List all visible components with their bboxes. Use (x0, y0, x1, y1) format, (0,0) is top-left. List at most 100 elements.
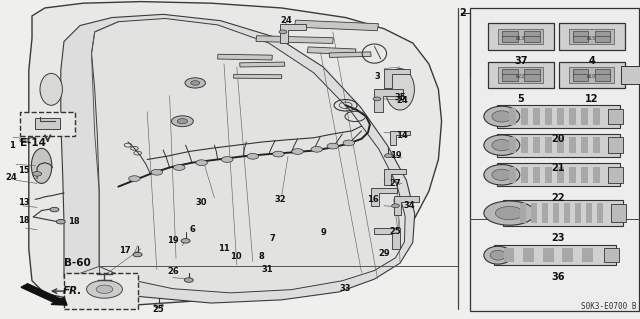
Circle shape (181, 239, 190, 243)
Circle shape (172, 116, 193, 127)
Bar (563, 248, 573, 263)
Text: E-14: E-14 (20, 138, 47, 148)
Text: 15: 15 (19, 166, 30, 175)
Bar (545, 108, 552, 125)
Bar (582, 248, 593, 263)
Text: 22: 22 (551, 193, 564, 203)
Text: 32: 32 (275, 195, 286, 204)
Text: 24: 24 (396, 96, 408, 105)
Bar (557, 137, 564, 153)
FancyBboxPatch shape (608, 137, 623, 153)
Text: 33: 33 (340, 284, 351, 293)
FancyBboxPatch shape (497, 105, 620, 128)
Circle shape (221, 157, 233, 162)
FancyBboxPatch shape (494, 245, 616, 265)
Text: 27: 27 (390, 179, 401, 188)
Text: ø13: ø13 (516, 36, 525, 41)
Ellipse shape (484, 135, 520, 155)
Text: FR.: FR. (63, 286, 82, 296)
Text: 26: 26 (167, 267, 179, 276)
Bar (569, 108, 576, 125)
Bar (543, 248, 554, 263)
Circle shape (196, 160, 207, 166)
Bar (509, 167, 516, 183)
Ellipse shape (31, 148, 52, 183)
Text: 31: 31 (262, 265, 273, 274)
FancyBboxPatch shape (569, 67, 614, 83)
Text: 7: 7 (269, 234, 275, 243)
Text: 35: 35 (394, 93, 406, 102)
FancyBboxPatch shape (502, 74, 518, 81)
Circle shape (129, 176, 140, 182)
Text: 1: 1 (8, 141, 15, 150)
Circle shape (185, 78, 205, 88)
Circle shape (50, 207, 59, 212)
Circle shape (133, 252, 142, 257)
FancyBboxPatch shape (621, 66, 640, 84)
Bar (586, 204, 593, 223)
Circle shape (20, 138, 29, 143)
Text: ø15: ø15 (587, 36, 596, 41)
FancyBboxPatch shape (524, 36, 540, 42)
Circle shape (392, 204, 399, 208)
Text: 12: 12 (585, 94, 598, 104)
Circle shape (173, 165, 185, 170)
FancyBboxPatch shape (524, 31, 540, 37)
FancyBboxPatch shape (502, 69, 518, 76)
Text: 2: 2 (460, 8, 467, 18)
Text: 21: 21 (551, 163, 564, 173)
Circle shape (33, 172, 42, 176)
Circle shape (327, 143, 339, 149)
Text: 16: 16 (367, 195, 378, 204)
Circle shape (247, 153, 259, 159)
Polygon shape (280, 24, 306, 43)
FancyBboxPatch shape (604, 248, 619, 262)
Bar (557, 167, 564, 183)
Bar (581, 167, 588, 183)
FancyBboxPatch shape (608, 167, 623, 183)
Text: 9: 9 (321, 228, 326, 237)
Bar (521, 108, 527, 125)
Text: 18: 18 (19, 216, 30, 225)
Polygon shape (256, 36, 333, 43)
Polygon shape (61, 14, 415, 303)
Bar (533, 108, 540, 125)
Bar (533, 167, 540, 183)
Text: 24: 24 (281, 16, 292, 25)
Polygon shape (218, 54, 272, 60)
Circle shape (279, 30, 287, 34)
Polygon shape (307, 47, 356, 55)
Bar (545, 167, 552, 183)
Text: 24: 24 (6, 173, 17, 182)
Ellipse shape (40, 73, 63, 105)
Bar (581, 108, 588, 125)
Text: 25: 25 (153, 305, 164, 314)
Ellipse shape (495, 206, 524, 220)
Bar (533, 137, 540, 153)
Text: 19: 19 (390, 151, 401, 160)
Bar (597, 204, 604, 223)
Text: 6: 6 (189, 225, 195, 234)
Text: 3: 3 (375, 72, 380, 81)
Text: 5: 5 (518, 94, 524, 104)
FancyBboxPatch shape (595, 36, 610, 42)
Circle shape (96, 285, 113, 293)
Circle shape (86, 280, 122, 298)
Bar (470, 8, 639, 311)
Bar (575, 204, 581, 223)
FancyBboxPatch shape (499, 29, 543, 44)
Polygon shape (371, 188, 397, 206)
Circle shape (385, 154, 392, 158)
FancyBboxPatch shape (595, 69, 610, 76)
Text: 34: 34 (404, 201, 415, 210)
FancyBboxPatch shape (497, 163, 620, 186)
Bar (504, 248, 515, 263)
FancyBboxPatch shape (573, 69, 588, 76)
Text: 37: 37 (514, 56, 527, 66)
Text: 17: 17 (119, 246, 131, 255)
Ellipse shape (492, 139, 511, 151)
FancyBboxPatch shape (20, 112, 75, 136)
Bar (545, 137, 552, 153)
Bar (564, 204, 570, 223)
FancyBboxPatch shape (569, 29, 614, 44)
